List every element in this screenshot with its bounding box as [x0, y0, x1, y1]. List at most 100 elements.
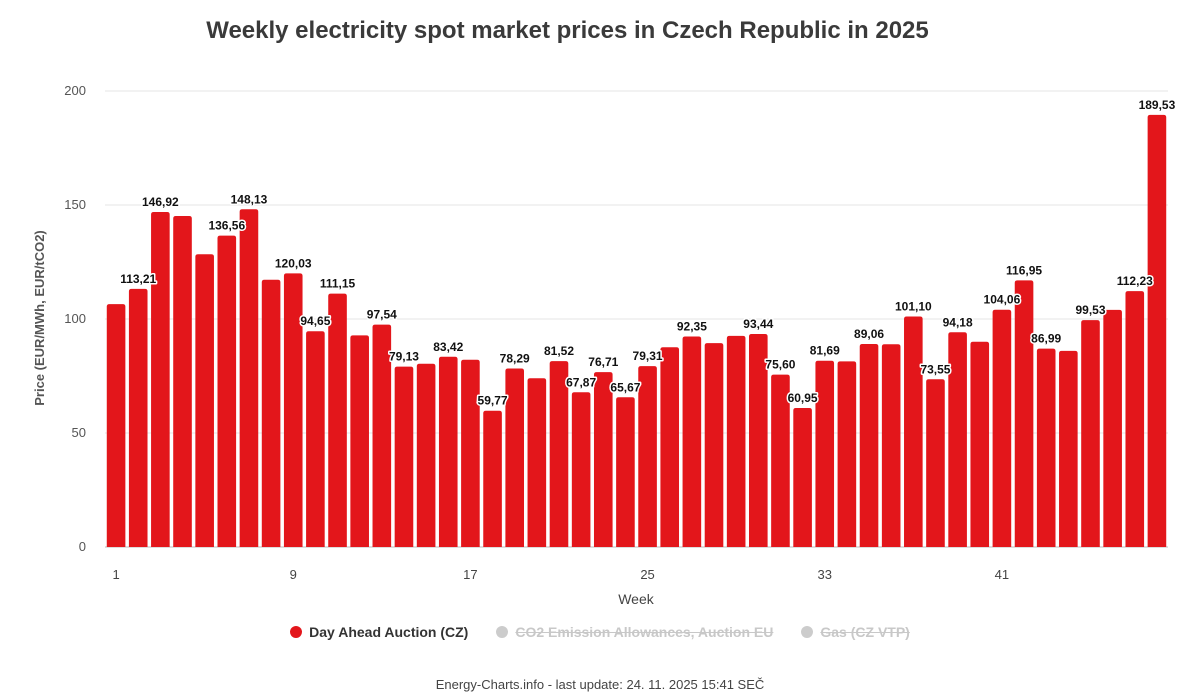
- data-label: 83,42: [433, 340, 463, 354]
- data-label: 104,06: [984, 293, 1021, 307]
- x-tick-label: 17: [463, 567, 477, 582]
- bar[interactable]: [106, 304, 126, 547]
- legend-item-day-ahead[interactable]: Day Ahead Auction (CZ): [290, 624, 468, 640]
- bar[interactable]: [151, 212, 170, 547]
- bar[interactable]: [948, 332, 967, 547]
- bar[interactable]: [283, 273, 303, 547]
- data-label: 116,95: [1006, 263, 1042, 277]
- data-label: 146,92: [142, 195, 179, 209]
- x-tick-label: 33: [818, 567, 832, 582]
- bar[interactable]: [926, 379, 945, 547]
- bar[interactable]: [992, 309, 1012, 547]
- data-label: 111,15: [320, 277, 356, 291]
- bar[interactable]: [505, 368, 524, 547]
- data-label: 81,52: [544, 344, 574, 358]
- data-label: 113,21: [120, 272, 156, 286]
- bar[interactable]: [195, 254, 214, 548]
- bar[interactable]: [660, 347, 680, 547]
- bar[interactable]: [461, 359, 480, 547]
- data-label: 78,29: [500, 351, 530, 365]
- bar[interactable]: [1125, 291, 1145, 547]
- bar[interactable]: [638, 366, 657, 547]
- bar[interactable]: [1059, 350, 1078, 547]
- bar[interactable]: [1103, 309, 1122, 547]
- y-tick-label: 150: [64, 197, 86, 212]
- bars: [106, 114, 1167, 548]
- data-label: 75,60: [765, 358, 795, 372]
- bar[interactable]: [372, 324, 392, 547]
- legend-label: Day Ahead Auction (CZ): [309, 624, 469, 640]
- bar[interactable]: [881, 344, 901, 547]
- data-labels: 113,21 146,92 136,56 148,13 120,03 94,65 111,1…: [119, 96, 1177, 409]
- bar[interactable]: [173, 215, 192, 547]
- x-axis-ticks: 1 9 17 25 33 41: [112, 567, 1009, 582]
- data-label: 94,18: [943, 315, 973, 329]
- data-label: 99,53: [1075, 303, 1105, 317]
- data-label: 59,77: [478, 394, 508, 408]
- bar[interactable]: [416, 363, 436, 547]
- legend-label: CO2 Emission Allowances, Auction EU: [515, 624, 774, 640]
- x-tick-label: 9: [290, 567, 297, 582]
- data-label: 73,55: [920, 362, 950, 376]
- chart-title: Weekly electricity spot market prices in…: [206, 17, 929, 44]
- legend-marker-icon: [290, 626, 303, 638]
- data-label: 92,35: [677, 319, 707, 333]
- data-label: 60,95: [788, 391, 818, 405]
- legend-marker-icon: [801, 626, 814, 638]
- data-label: 189,53: [1139, 98, 1176, 112]
- data-label: 65,67: [610, 380, 640, 394]
- bar[interactable]: [438, 356, 458, 547]
- bar[interactable]: [328, 293, 347, 547]
- legend-item-co2[interactable]: CO2 Emission Allowances, Auction EU: [496, 624, 773, 640]
- x-axis-label: Week: [618, 591, 655, 607]
- bar[interactable]: [815, 360, 835, 547]
- bar[interactable]: [704, 343, 724, 547]
- bar[interactable]: [239, 209, 259, 547]
- bar[interactable]: [350, 335, 369, 547]
- data-label: 93,44: [743, 317, 773, 331]
- data-label: 101,10: [895, 299, 932, 313]
- data-label: 136,56: [208, 219, 245, 233]
- y-tick-label: 200: [64, 83, 86, 98]
- bar[interactable]: [128, 288, 148, 547]
- bar[interactable]: [771, 374, 790, 547]
- data-label: 97,54: [367, 308, 397, 322]
- bar[interactable]: [616, 397, 635, 547]
- x-tick-label: 25: [640, 567, 654, 582]
- bar[interactable]: [549, 361, 569, 547]
- bar[interactable]: [261, 279, 281, 547]
- bar[interactable]: [749, 333, 768, 547]
- legend: Day Ahead Auction (CZ) CO2 Emission Allo…: [0, 624, 1200, 640]
- data-label: 79,31: [633, 349, 663, 363]
- bar[interactable]: [682, 336, 702, 547]
- bar[interactable]: [527, 378, 547, 547]
- bar[interactable]: [217, 235, 237, 548]
- bar[interactable]: [483, 410, 502, 547]
- legend-marker-icon: [496, 626, 509, 638]
- y-tick-label: 100: [64, 311, 86, 326]
- data-label: 89,06: [854, 327, 884, 341]
- bar[interactable]: [1081, 320, 1100, 547]
- grid-lines: [105, 90, 1168, 548]
- bar[interactable]: [859, 343, 879, 547]
- x-tick-label: 41: [995, 567, 1009, 582]
- bar[interactable]: [571, 392, 591, 547]
- legend-item-gas[interactable]: Gas (CZ VTP): [801, 624, 910, 640]
- bar[interactable]: [793, 408, 812, 547]
- bar[interactable]: [394, 366, 414, 547]
- bar[interactable]: [837, 361, 857, 547]
- data-label: 120,03: [275, 256, 312, 270]
- data-label: 112,23: [1117, 274, 1153, 288]
- bar[interactable]: [593, 372, 613, 547]
- data-label: 79,13: [389, 350, 419, 364]
- bar[interactable]: [306, 331, 325, 547]
- bar[interactable]: [970, 341, 990, 547]
- bar[interactable]: [1147, 114, 1167, 548]
- bar[interactable]: [904, 316, 923, 547]
- bar[interactable]: [1036, 348, 1056, 547]
- bar[interactable]: [726, 335, 746, 547]
- bar[interactable]: [1014, 280, 1034, 547]
- legend-label: Gas (CZ VTP): [820, 624, 910, 640]
- y-axis-label: Price (EUR/MWh, EUR/tCO2): [32, 230, 47, 406]
